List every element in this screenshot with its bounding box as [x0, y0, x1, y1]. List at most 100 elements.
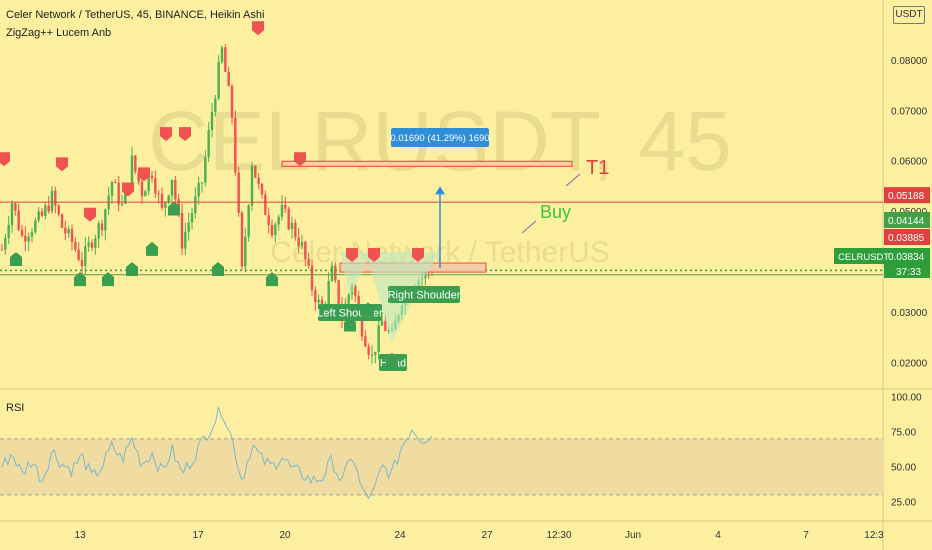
countdown-box: [884, 264, 930, 278]
candle-body: [150, 175, 154, 179]
candle-body: [277, 216, 280, 225]
time-tick-label: 24: [394, 530, 406, 541]
candle-body: [217, 61, 220, 99]
candle-body: [300, 241, 304, 247]
symbol-tag-box: [834, 248, 884, 264]
candle-body: [267, 214, 270, 225]
candle-body: [140, 181, 144, 197]
time-tick-label: Jun: [625, 530, 641, 541]
zigzag-high-marker: [160, 127, 172, 142]
time-tick-label: 17: [192, 530, 204, 541]
price-label-box: [884, 248, 930, 264]
zigzag-high-marker: [412, 248, 424, 263]
zigzag-low-marker: [146, 241, 158, 256]
candle-body: [254, 165, 257, 178]
candle-body: [44, 205, 47, 216]
candle-body: [120, 203, 124, 205]
candle-body: [87, 242, 90, 247]
candle-body: [27, 236, 30, 242]
rsi-tick-label: 75.00: [891, 427, 916, 438]
candle-body: [180, 212, 184, 249]
price-tick-label: 0.07000: [891, 106, 928, 117]
candle-body: [84, 246, 87, 267]
candle-body: [100, 223, 104, 231]
candle-body: [334, 265, 337, 281]
candle-body: [377, 325, 380, 352]
candle-body: [284, 204, 287, 209]
candle-body: [270, 224, 274, 236]
time-tick-label: 7: [803, 530, 809, 541]
price-label: 0.04144: [888, 216, 925, 227]
candle-body: [10, 203, 14, 225]
zigzag-low-marker: [212, 262, 224, 277]
candle-body: [274, 224, 277, 236]
zigzag-low-marker: [362, 302, 374, 317]
candle-body: [37, 211, 40, 221]
zigzag-high-marker: [252, 21, 264, 36]
candle-body: [54, 190, 57, 206]
candle-body: [64, 227, 67, 234]
price-tick-label: 0.03000: [891, 308, 928, 319]
candle-body: [7, 224, 10, 238]
buy-pointer: [521, 220, 537, 234]
indicator-label[interactable]: ZigZag++ Lucem Anb: [6, 27, 112, 39]
candle-body: [367, 346, 370, 355]
candle-body: [337, 280, 340, 307]
candle-body: [0, 249, 4, 251]
candle-body: [297, 237, 300, 247]
symbol-title: Celer Network / TetherUS, 45, BINANCE, H…: [6, 9, 265, 21]
price-label: 0.03885: [888, 233, 925, 244]
zigzag-low-marker: [344, 317, 356, 332]
price-label-box: [884, 212, 930, 228]
candle-body: [197, 182, 200, 197]
candle-body: [50, 190, 54, 212]
candle-body: [77, 249, 80, 260]
candle-body: [144, 191, 147, 197]
zigzag-high-marker: [368, 248, 380, 263]
candle-body: [210, 111, 214, 130]
candle-body: [220, 47, 224, 62]
candle-body: [384, 321, 387, 331]
candle-body: [280, 204, 284, 217]
zigzag-low-marker: [386, 352, 398, 367]
candle-body: [20, 229, 24, 236]
countdown-label: 37:33: [896, 267, 921, 278]
candle-body: [154, 178, 157, 194]
candle-body: [310, 265, 314, 291]
candle-body: [114, 181, 117, 183]
zigzag-high-marker: [179, 127, 191, 142]
candle-body: [250, 165, 254, 206]
candle-body: [30, 232, 34, 237]
candle-body: [34, 220, 37, 233]
zigzag-high-marker: [346, 248, 358, 263]
candle-body: [124, 185, 127, 204]
price-label: 0.03834: [888, 252, 925, 263]
candle-body: [330, 265, 334, 282]
candle-body: [134, 155, 137, 172]
rsi-line: [1, 407, 433, 500]
zigzag-high-marker: [84, 207, 96, 222]
candle-body: [214, 98, 217, 112]
candle-body: [4, 237, 7, 250]
candle-body: [40, 211, 44, 216]
candle-body: [237, 172, 240, 213]
candle-body: [170, 179, 174, 196]
candle-body: [257, 177, 260, 184]
candle-body: [174, 179, 177, 200]
candle-body: [357, 296, 360, 310]
zigzag-high-marker: [122, 182, 134, 197]
candle-body: [317, 299, 320, 303]
time-tick-label: 27: [481, 530, 493, 541]
candle-body: [240, 212, 244, 267]
currency-button[interactable]: USDT: [893, 6, 925, 24]
candle-body: [347, 294, 350, 304]
rsi-tick-label: 25.00: [891, 497, 916, 508]
rsi-tick-label: 100.00: [891, 392, 922, 403]
t1-label: T1: [586, 157, 609, 179]
candle-body: [200, 182, 204, 184]
candle-body: [70, 228, 74, 242]
price-label-box: [884, 187, 930, 204]
candle-body: [24, 235, 27, 242]
candle-body: [287, 208, 290, 230]
